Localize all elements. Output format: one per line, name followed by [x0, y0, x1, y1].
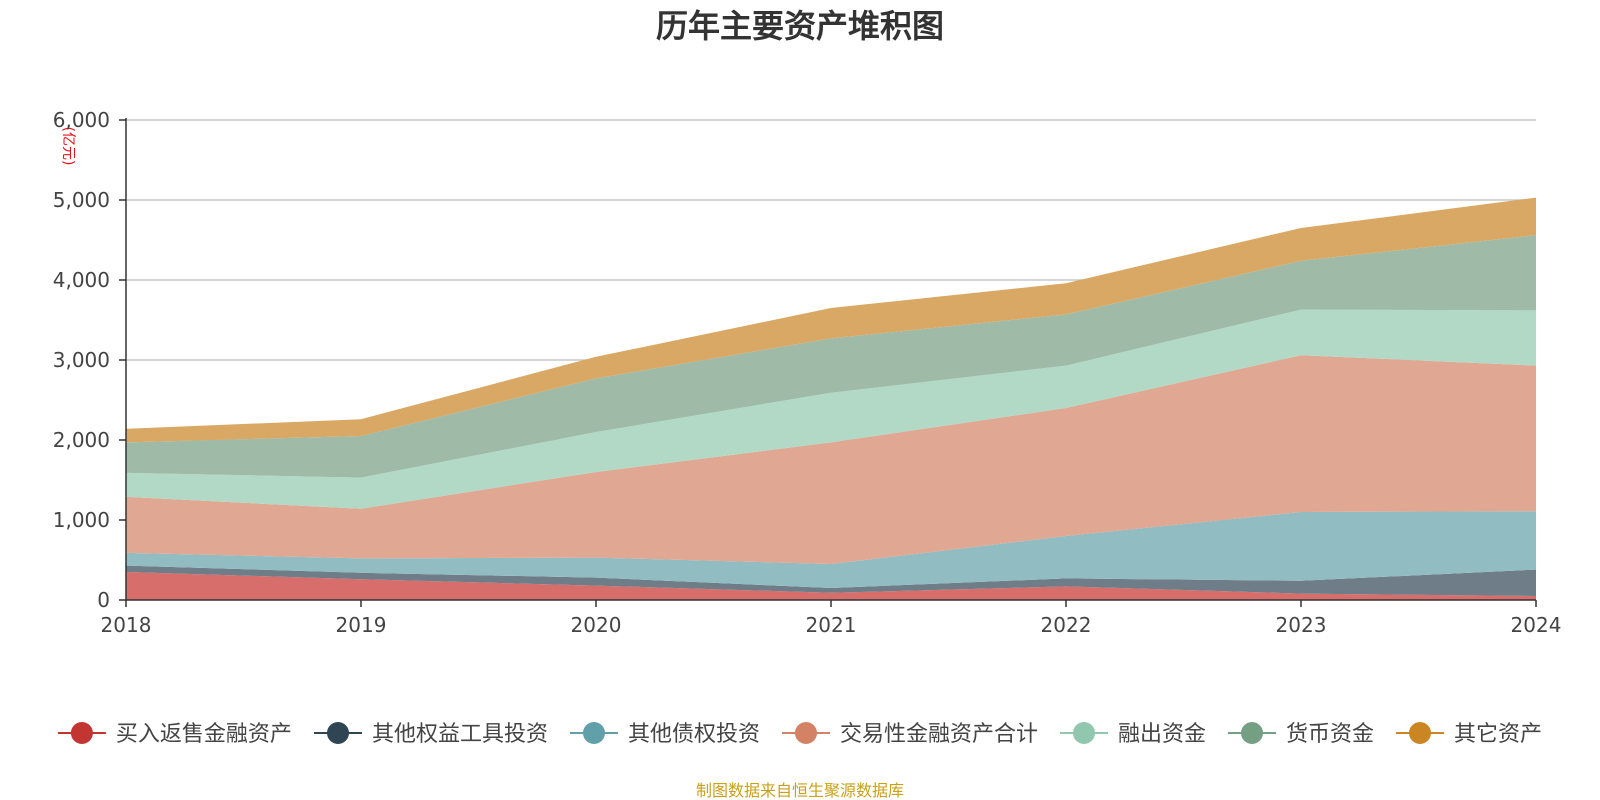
y-axis-unit: (亿元) — [60, 127, 76, 166]
area-series-6 — [126, 235, 1536, 478]
y-tick-label: 0 — [97, 588, 110, 612]
y-tick-label: 6,000 — [53, 108, 110, 132]
legend-item[interactable]: 其他债权投资 — [570, 722, 760, 747]
y-tick-label: 1,000 — [53, 508, 110, 532]
x-tick-label: 2020 — [571, 613, 622, 637]
x-tick-label: 2018 — [101, 613, 152, 637]
legend-label: 其他权益工具投资 — [372, 722, 548, 747]
legend-label: 融出资金 — [1118, 722, 1206, 747]
area-series-7 — [126, 197, 1536, 443]
area-series-3 — [126, 511, 1536, 588]
legend-marker-icon — [327, 722, 349, 744]
area-series-5 — [126, 309, 1536, 509]
x-tick-label: 2019 — [336, 613, 387, 637]
legend-label: 其他债权投资 — [628, 722, 760, 747]
legend-label: 买入返售金融资产 — [116, 722, 292, 747]
y-tick-label: 2,000 — [53, 428, 110, 452]
legend-item[interactable]: 交易性金融资产合计 — [782, 722, 1038, 747]
area-series — [126, 197, 1536, 600]
legend: 买入返售金融资产 其他权益工具投资 其他债权投资 交易性金融资产合计 融出资金 货币资金 其… — [57, 722, 1542, 747]
legend-label: 交易性金融资产合计 — [840, 722, 1038, 747]
x-tick-label: 2024 — [1511, 613, 1562, 637]
legend-marker-icon — [1073, 722, 1095, 744]
legend-label: 其它资产 — [1454, 722, 1542, 747]
legend-label: 货币资金 — [1286, 722, 1374, 747]
y-tick-label: 4,000 — [53, 268, 110, 292]
x-tick-label: 2023 — [1276, 613, 1327, 637]
chart-title: 历年主要资产堆积图 — [656, 7, 944, 45]
legend-marker-icon — [1409, 722, 1431, 744]
axes: 2018 2019 2020 2021 2022 2023 2024 — [101, 118, 1562, 637]
y-tick-label: 5,000 — [53, 188, 110, 212]
area-series-2 — [126, 565, 1536, 596]
legend-marker-icon — [795, 722, 817, 744]
legend-item[interactable]: 买入返售金融资产 — [57, 722, 292, 747]
legend-item[interactable]: 融出资金 — [1060, 722, 1206, 747]
area-series-1 — [126, 572, 1536, 600]
legend-marker-icon — [583, 722, 605, 744]
legend-item[interactable]: 货币资金 — [1228, 722, 1374, 747]
y-tick-label: 3,000 — [53, 348, 110, 372]
legend-item[interactable]: 其它资产 — [1396, 722, 1542, 747]
x-tick-label: 2022 — [1041, 613, 1092, 637]
legend-item[interactable]: 其他权益工具投资 — [314, 722, 548, 747]
area-series-4 — [126, 355, 1536, 564]
legend-marker-icon — [70, 722, 93, 744]
legend-marker-icon — [1241, 722, 1263, 744]
x-tick-label: 2021 — [806, 613, 857, 637]
source-note: 制图数据来自恒生聚源数据库 — [696, 781, 904, 800]
